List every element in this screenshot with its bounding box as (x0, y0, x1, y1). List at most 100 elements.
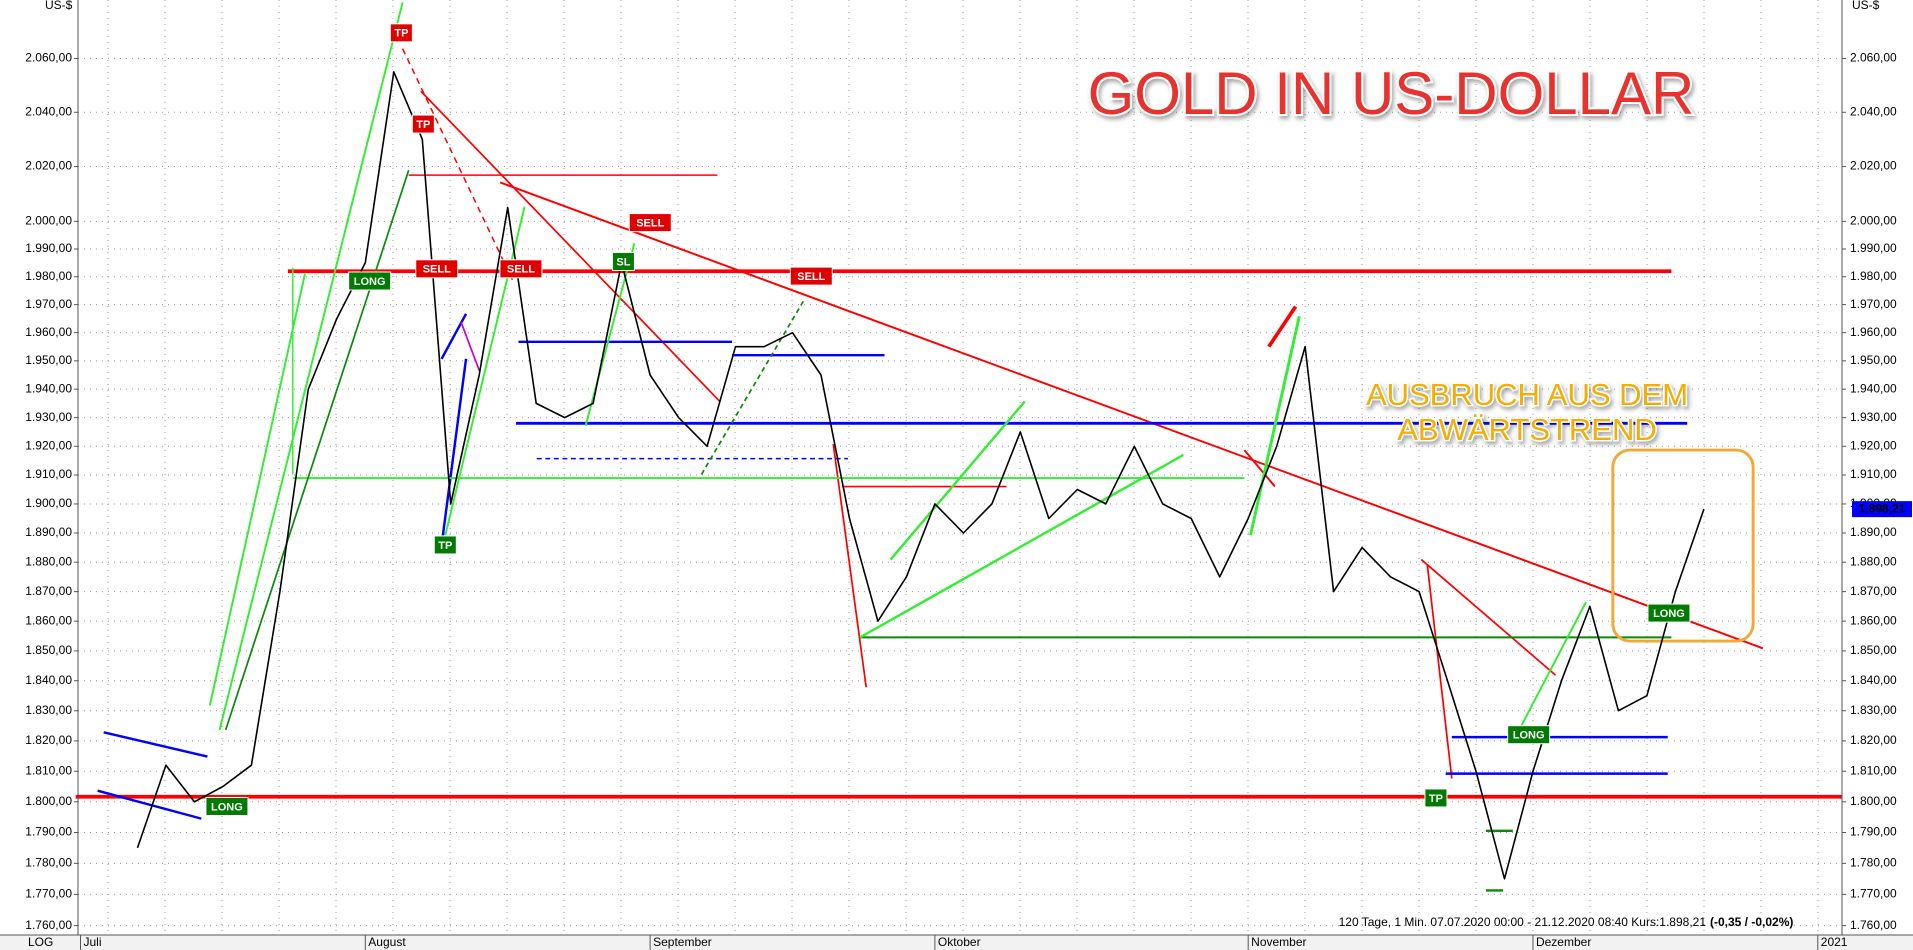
y-tick-label: 1.790,00 (1850, 825, 1897, 839)
trend-line (1420, 558, 1557, 676)
downtrend-line (499, 181, 1764, 650)
trend-line (859, 453, 1185, 639)
y-tick-label: 2.000,00 (25, 214, 72, 228)
trend-line (700, 297, 806, 475)
y-tick-label: 2.020,00 (25, 159, 72, 173)
last-price-label: 1.898,21 (1859, 501, 1906, 515)
trend-line (1243, 449, 1276, 488)
trend-line (224, 170, 410, 731)
trend-line (420, 90, 721, 403)
signal-label: SELL (797, 271, 825, 283)
y-tick-label: 1.980,00 (25, 269, 72, 283)
last-price-box (1852, 501, 1912, 518)
y-tick-label: 1.880,00 (1850, 554, 1897, 568)
y-tick-label: 1.910,00 (1850, 467, 1897, 481)
y-tick-label: 1.800,00 (25, 794, 72, 808)
y-tick-label: 1.900,00 (25, 496, 72, 510)
signal-label: SELL (423, 264, 451, 276)
signal-box (205, 796, 249, 816)
x-tick-label: November (1251, 935, 1306, 949)
y-tick-label: 2.060,00 (1850, 51, 1897, 65)
y-tick-label: 1.800,00 (1850, 794, 1897, 808)
y-tick-label: 1.940,00 (1850, 381, 1897, 395)
signal-box (433, 535, 457, 555)
y-tick-label: 1.920,00 (1850, 438, 1897, 452)
y-tick-label: 2.060,00 (25, 51, 72, 65)
y-tick-label: 1.860,00 (1850, 613, 1897, 627)
y-tick-label: 1.790,00 (25, 825, 72, 839)
y-tick-label: 2.040,00 (25, 104, 72, 118)
y-tick-label: 1.870,00 (25, 584, 72, 598)
signal-label: SELL (507, 264, 535, 276)
y-tick-label: 1.810,00 (25, 763, 72, 777)
y-tick-label: 1.950,00 (1850, 353, 1897, 367)
y-tick-label: 1.760,00 (1850, 918, 1897, 932)
signal-label: LONG (1653, 608, 1685, 620)
x-tick-label: August (368, 935, 406, 949)
y-tick-label: 1.880,00 (25, 554, 72, 568)
signal-box (628, 213, 672, 233)
y-tick-label: 1.920,00 (25, 438, 72, 452)
y-tick-label: 1.760,00 (25, 918, 72, 932)
y-tick-label: 1.780,00 (1850, 856, 1897, 870)
y-tick-label: 2.040,00 (1850, 104, 1897, 118)
y-tick-label: 1.810,00 (1850, 763, 1897, 777)
y-tick-label: 1.770,00 (25, 887, 72, 901)
y-tick-label: 1.830,00 (1850, 703, 1897, 717)
signal-box (411, 114, 435, 134)
signals: TP TP SELL SELL SELL SL SELL LONG TP LONG LONG TP LO… (205, 23, 1691, 816)
annotation: ABWÄRTSTREND (1397, 412, 1657, 447)
x-tick-label: Oktober (938, 935, 981, 949)
channel-line (97, 789, 202, 820)
y-tick-label: 1.830,00 (25, 703, 72, 717)
x-axis-bar (0, 935, 1913, 950)
horizontal-grid (78, 58, 1842, 927)
x-tick-label: Juli (84, 935, 102, 949)
trend-line (401, 48, 514, 281)
scale-label: LOG (28, 935, 53, 949)
highlight-box (1611, 448, 1755, 643)
signal-label: LONG (1513, 730, 1545, 742)
signal-box (1424, 788, 1448, 808)
annotation: AUSBRUCH AUS DEM (1366, 377, 1688, 412)
price-series (136, 71, 1705, 880)
x-tick-label: September (653, 935, 712, 949)
y-tick-label: 1.840,00 (1850, 673, 1897, 687)
y-tick-label: 2.020,00 (1850, 159, 1897, 173)
y-unit: US-$ (1852, 0, 1880, 12)
signal-box (415, 259, 459, 279)
trend-line (1267, 305, 1298, 348)
y-tick-label: 1.950,00 (25, 353, 72, 367)
y-tick-label: 1.780,00 (25, 856, 72, 870)
y-tick-label: 1.930,00 (1850, 410, 1897, 424)
signal-label: SL (616, 256, 630, 268)
trend-line (208, 273, 306, 706)
y-tick-label: 1.850,00 (1850, 643, 1897, 657)
trend-line (1249, 315, 1301, 536)
x-tick-label: 2021 (1821, 935, 1848, 949)
trend-line (584, 243, 636, 426)
axis-labels: 1.760,00 1.760,00 1.770,00 1.770,00 1.780,00… (25, 51, 1912, 950)
signal-box (499, 259, 543, 279)
y-tick-label: 1.860,00 (25, 613, 72, 627)
y-unit: US-$ (45, 0, 73, 12)
signal-label: TP (1429, 793, 1443, 805)
signal-box (389, 23, 413, 43)
signal-label: TP (394, 28, 408, 40)
y-tick-label: 1.850,00 (25, 643, 72, 657)
y-tick-label: 1.990,00 (1850, 241, 1897, 255)
y-tick-label: 1.960,00 (25, 325, 72, 339)
signal-label: TP (438, 540, 452, 552)
trend-line (218, 2, 404, 731)
signal-box (1507, 725, 1551, 745)
trend-line (1426, 565, 1453, 779)
y-tick-label: 1.970,00 (25, 297, 72, 311)
signal-box (611, 252, 635, 272)
y-tick-label: 1.990,00 (25, 241, 72, 255)
signal-label: LONG (211, 801, 243, 813)
signal-label: SELL (636, 218, 664, 230)
x-tick-label: Dezember (1536, 935, 1591, 949)
y-tick-label: 1.910,00 (25, 467, 72, 481)
channel-line (460, 322, 481, 372)
